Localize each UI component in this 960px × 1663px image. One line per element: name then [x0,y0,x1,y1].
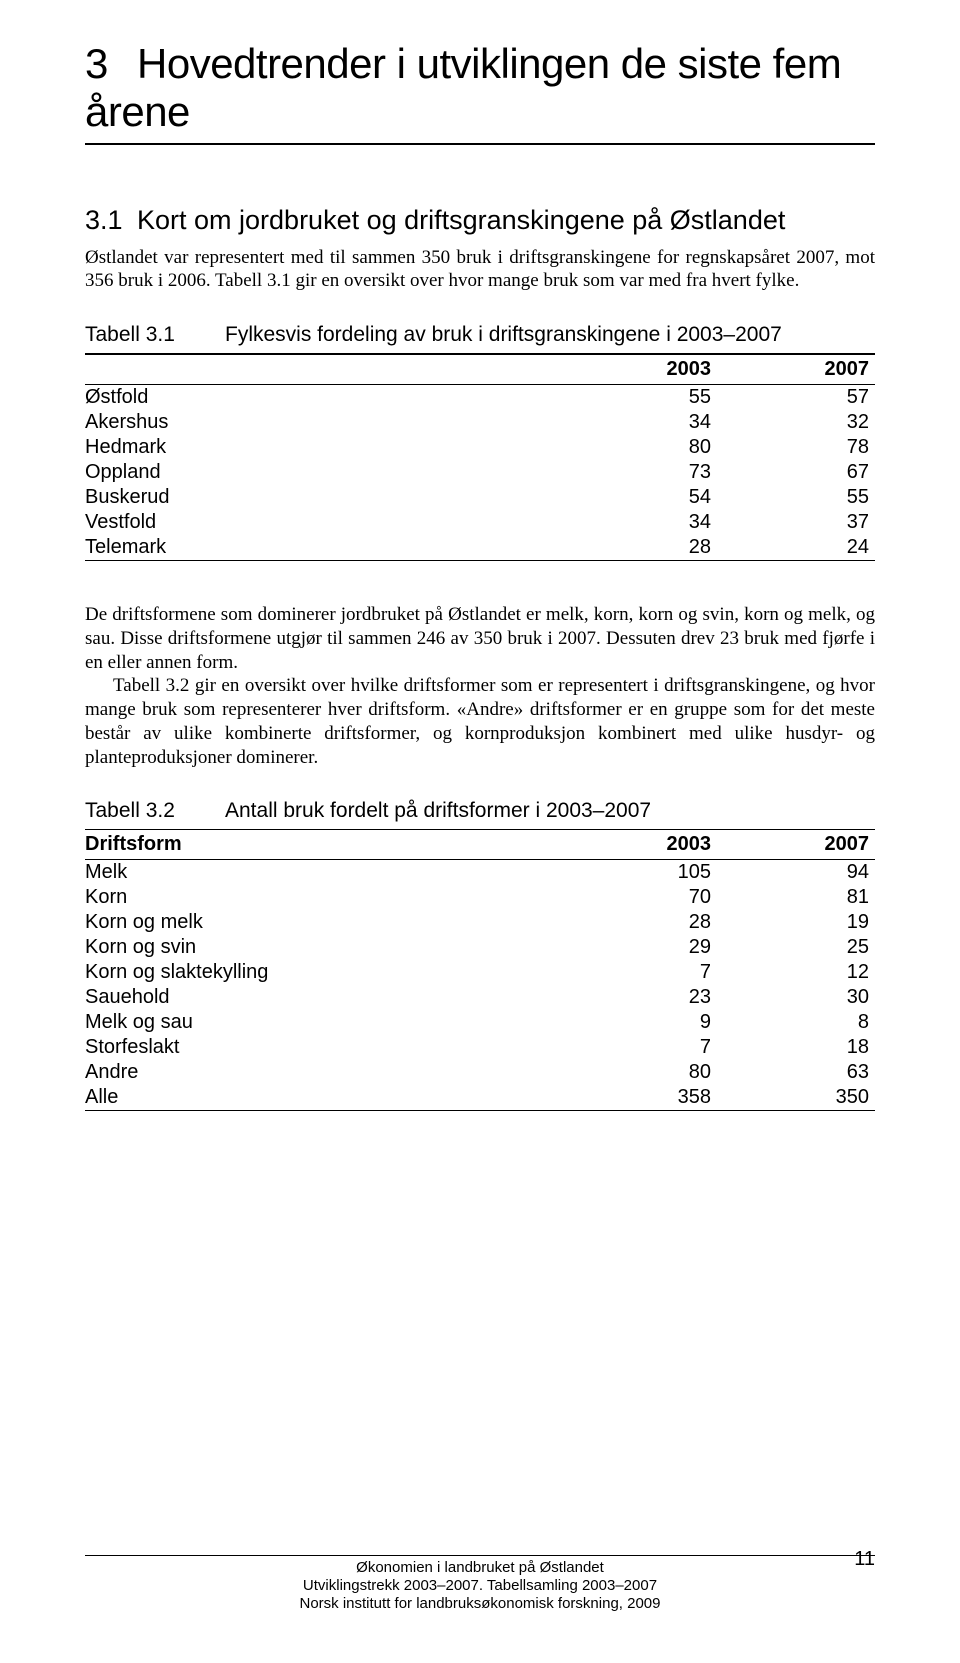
table-row: Østfold5557 [85,385,875,411]
paragraph-intro: Østlandet var representert med til samme… [85,246,875,294]
table-row: Telemark2824 [85,535,875,561]
table-cell: 358 [559,1085,717,1111]
table-cell: 80 [559,435,717,460]
chapter-heading: 3Hovedtrender i utviklingen de siste fem… [85,40,875,145]
section-number: 3.1 [85,205,137,236]
footer-line1: Økonomien i landbruket på Østlandet [85,1559,875,1577]
table-row: Storfeslakt718 [85,1035,875,1060]
table-cell: 32 [717,410,875,435]
table-row: Korn og melk2819 [85,910,875,935]
table-row: Hedmark8078 [85,435,875,460]
table-cell: 63 [717,1060,875,1085]
table-cell: Alle [85,1085,559,1111]
table-cell: 67 [717,460,875,485]
table-cell: Telemark [85,535,559,561]
table-cell: 25 [717,935,875,960]
table-cell: 30 [717,985,875,1010]
table-row: Korn7081 [85,885,875,910]
table-row: Melk og sau98 [85,1010,875,1035]
section-title: Kort om jordbruket og driftsgranskingene… [137,205,785,235]
table-cell: 19 [717,910,875,935]
table-cell: 73 [559,460,717,485]
table-row: Andre8063 [85,1060,875,1085]
table-cell: Buskerud [85,485,559,510]
table-row: Akershus3432 [85,410,875,435]
table32-col1: 2003 [559,830,717,860]
table-row: Korn og slaktekylling712 [85,960,875,985]
table-cell: 9 [559,1010,717,1035]
table-cell: 70 [559,885,717,910]
table-cell: 34 [559,510,717,535]
table31-header-row: 2003 2007 [85,354,875,385]
table-cell: 78 [717,435,875,460]
table-cell: 12 [717,960,875,985]
table-cell: 80 [559,1060,717,1085]
table-cell: 28 [559,910,717,935]
chapter-title: Hovedtrender i utviklingen de siste fem … [85,40,841,135]
table31: 2003 2007 Østfold5557Akershus3432Hedmark… [85,353,875,561]
table-cell: Østfold [85,385,559,411]
table-row: Melk10594 [85,860,875,886]
table31-col2: 2007 [717,354,875,385]
table-cell: Storfeslakt [85,1035,559,1060]
table31-col1: 2003 [559,354,717,385]
table31-title: Fylkesvis fordeling av bruk i driftsgran… [225,323,782,346]
table-cell: Vestfold [85,510,559,535]
table32-header-row: Driftsform 2003 2007 [85,830,875,860]
table-cell: 34 [559,410,717,435]
table32-caption: Tabell 3.2Antall bruk fordelt på driftsf… [85,799,875,823]
table-cell: 7 [559,1035,717,1060]
paragraph-2a: De driftsformene som dominerer jordbruke… [85,603,875,674]
table31-caption: Tabell 3.1Fylkesvis fordeling av bruk i … [85,323,875,347]
table-row: Alle358350 [85,1085,875,1111]
table-cell: Andre [85,1060,559,1085]
table32-col2: 2007 [717,830,875,860]
table-cell: Melk [85,860,559,886]
table-cell: 23 [559,985,717,1010]
chapter-number: 3 [85,40,137,88]
table-cell: 94 [717,860,875,886]
table-cell: Korn og melk [85,910,559,935]
table-cell: 55 [717,485,875,510]
table-cell: 7 [559,960,717,985]
table32-title: Antall bruk fordelt på driftsformer i 20… [225,799,651,822]
table-cell: 57 [717,385,875,411]
table-row: Sauehold2330 [85,985,875,1010]
table-cell: 24 [717,535,875,561]
table-cell: Oppland [85,460,559,485]
table-cell: 28 [559,535,717,561]
table-cell: Sauehold [85,985,559,1010]
table-row: Buskerud5455 [85,485,875,510]
table-row: Korn og svin2925 [85,935,875,960]
section-heading: 3.1Kort om jordbruket og driftsgransking… [85,205,875,236]
table-cell: 105 [559,860,717,886]
table32-number: Tabell 3.2 [85,799,225,823]
table32-col0: Driftsform [85,830,559,860]
footer-line2: Utviklingstrekk 2003–2007. Tabellsamling… [85,1577,875,1595]
table-cell: 18 [717,1035,875,1060]
table32: Driftsform 2003 2007 Melk10594Korn7081Ko… [85,829,875,1111]
table-cell: 37 [717,510,875,535]
page-footer: Økonomien i landbruket på Østlandet Utvi… [0,1555,960,1613]
table-cell: Korn [85,885,559,910]
paragraph-2: De driftsformene som dominerer jordbruke… [85,603,875,769]
table-cell: 8 [717,1010,875,1035]
table-cell: Hedmark [85,435,559,460]
table-cell: Korn og svin [85,935,559,960]
table-cell: 54 [559,485,717,510]
table-cell: 55 [559,385,717,411]
table-row: Oppland7367 [85,460,875,485]
table-cell: Melk og sau [85,1010,559,1035]
table-cell: 350 [717,1085,875,1111]
footer-line3: Norsk institutt for landbruksøkonomisk f… [85,1595,875,1613]
table31-number: Tabell 3.1 [85,323,225,347]
table-cell: Akershus [85,410,559,435]
paragraph-2b: Tabell 3.2 gir en oversikt over hvilke d… [85,674,875,769]
table-cell: 81 [717,885,875,910]
table-row: Vestfold3437 [85,510,875,535]
table-cell: 29 [559,935,717,960]
table31-col0 [85,354,559,385]
table-cell: Korn og slaktekylling [85,960,559,985]
